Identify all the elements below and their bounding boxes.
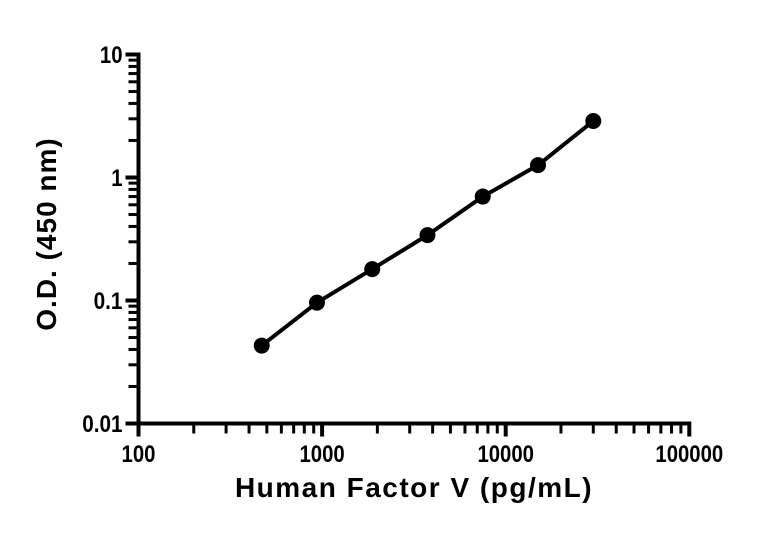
x-axis-title: Human Factor V (pg/mL) <box>234 472 594 503</box>
x-tick-label: 1000 <box>300 441 345 468</box>
y-tick-label: 10 <box>100 42 123 69</box>
data-point <box>530 157 547 174</box>
x-axis: 100 1000 10000 100000 <box>122 421 723 468</box>
x-tick-label: 10000 <box>477 441 534 468</box>
y-tick-label: 0.1 <box>94 288 123 315</box>
data-point <box>585 112 602 129</box>
data-point <box>308 294 325 311</box>
data-point <box>474 188 491 205</box>
x-tick-label: 100 <box>122 441 156 468</box>
y-axis: 0.01 0.1 1 10 <box>82 42 141 438</box>
data-point <box>253 337 270 354</box>
x-tick-label: 100000 <box>655 441 723 468</box>
y-axis-title: O.D. (450 nm) <box>31 137 62 331</box>
data-point <box>364 261 381 278</box>
data-series <box>253 112 602 354</box>
y-tick-label: 1 <box>111 165 122 192</box>
data-point <box>419 227 436 244</box>
y-tick-label: 0.01 <box>82 411 122 438</box>
